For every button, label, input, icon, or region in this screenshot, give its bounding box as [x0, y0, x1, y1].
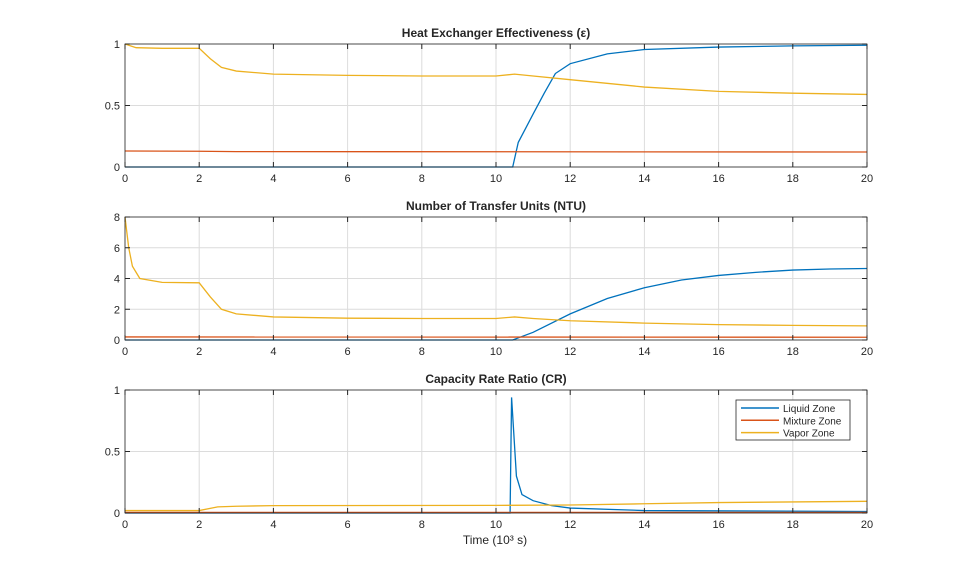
subplot-2: 0 2 4 6 8 10 12 14 16 18 20 0 2 4 6 8 Number of Transfer…: [114, 199, 873, 358]
x-tick-label: 10: [490, 346, 502, 358]
y-tick-label: 0.5: [105, 447, 120, 459]
x-tick-label: 6: [345, 519, 351, 531]
x-tick-label: 8: [419, 346, 425, 358]
subplot-title: Heat Exchanger Effectiveness (ε): [402, 26, 590, 40]
x-tick-label: 16: [712, 346, 724, 358]
legend-label-mixture: Mixture Zone: [783, 416, 842, 427]
y-tick-label: 4: [114, 274, 120, 286]
x-tick-label: 16: [712, 519, 724, 531]
subplot-1: 0 2 4 6 8 10 12 14 16 18 20 0 0.5 1 Heat Exchanger Eff…: [105, 26, 873, 185]
y-tick-label: 8: [114, 212, 120, 224]
legend-label-vapor: Vapor Zone: [783, 429, 835, 440]
x-tick-label: 8: [419, 173, 425, 185]
legend-label-liquid: Liquid Zone: [783, 404, 836, 415]
y-tick-label: 0: [114, 335, 120, 347]
x-tick-label: 10: [490, 519, 502, 531]
x-tick-label: 2: [196, 346, 202, 358]
y-tick-label: 0: [114, 162, 120, 174]
x-tick-label: 0: [122, 346, 128, 358]
x-tick-label: 14: [638, 346, 650, 358]
subplot-3: 0 2 4 6 8 10 12 14 16 18 20 0 0.5 1 Capacity Rate Rati…: [105, 372, 873, 547]
x-tick-label: 12: [564, 173, 576, 185]
x-tick-label: 4: [270, 346, 276, 358]
x-tick-label: 14: [638, 519, 650, 531]
x-axis-label: Time (10³ s): [463, 533, 527, 547]
x-tick-label: 12: [564, 519, 576, 531]
y-tick-label: 6: [114, 243, 120, 255]
x-tick-label: 18: [787, 519, 799, 531]
x-tick-label: 20: [861, 519, 873, 531]
x-tick-label: 0: [122, 519, 128, 531]
x-tick-label: 6: [345, 173, 351, 185]
y-tick-label: 0: [114, 508, 120, 520]
x-tick-label: 16: [712, 173, 724, 185]
x-tick-label: 0: [122, 173, 128, 185]
x-tick-label: 18: [787, 173, 799, 185]
subplot-title: Capacity Rate Ratio (CR): [425, 372, 566, 386]
x-tick-label: 12: [564, 346, 576, 358]
x-tick-label: 2: [196, 173, 202, 185]
y-tick-label: 1: [114, 385, 120, 397]
x-tick-label: 20: [861, 173, 873, 185]
y-tick-label: 1: [114, 39, 120, 51]
x-tick-label: 4: [270, 519, 276, 531]
y-tick-label: 2: [114, 304, 120, 316]
x-tick-label: 10: [490, 173, 502, 185]
x-tick-label: 18: [787, 346, 799, 358]
x-tick-label: 2: [196, 519, 202, 531]
x-tick-label: 20: [861, 346, 873, 358]
x-tick-label: 8: [419, 519, 425, 531]
subplot-title: Number of Transfer Units (NTU): [406, 199, 586, 213]
x-tick-label: 4: [270, 173, 276, 185]
x-tick-label: 14: [638, 173, 650, 185]
y-tick-label: 0.5: [105, 101, 120, 113]
x-tick-label: 6: [345, 346, 351, 358]
